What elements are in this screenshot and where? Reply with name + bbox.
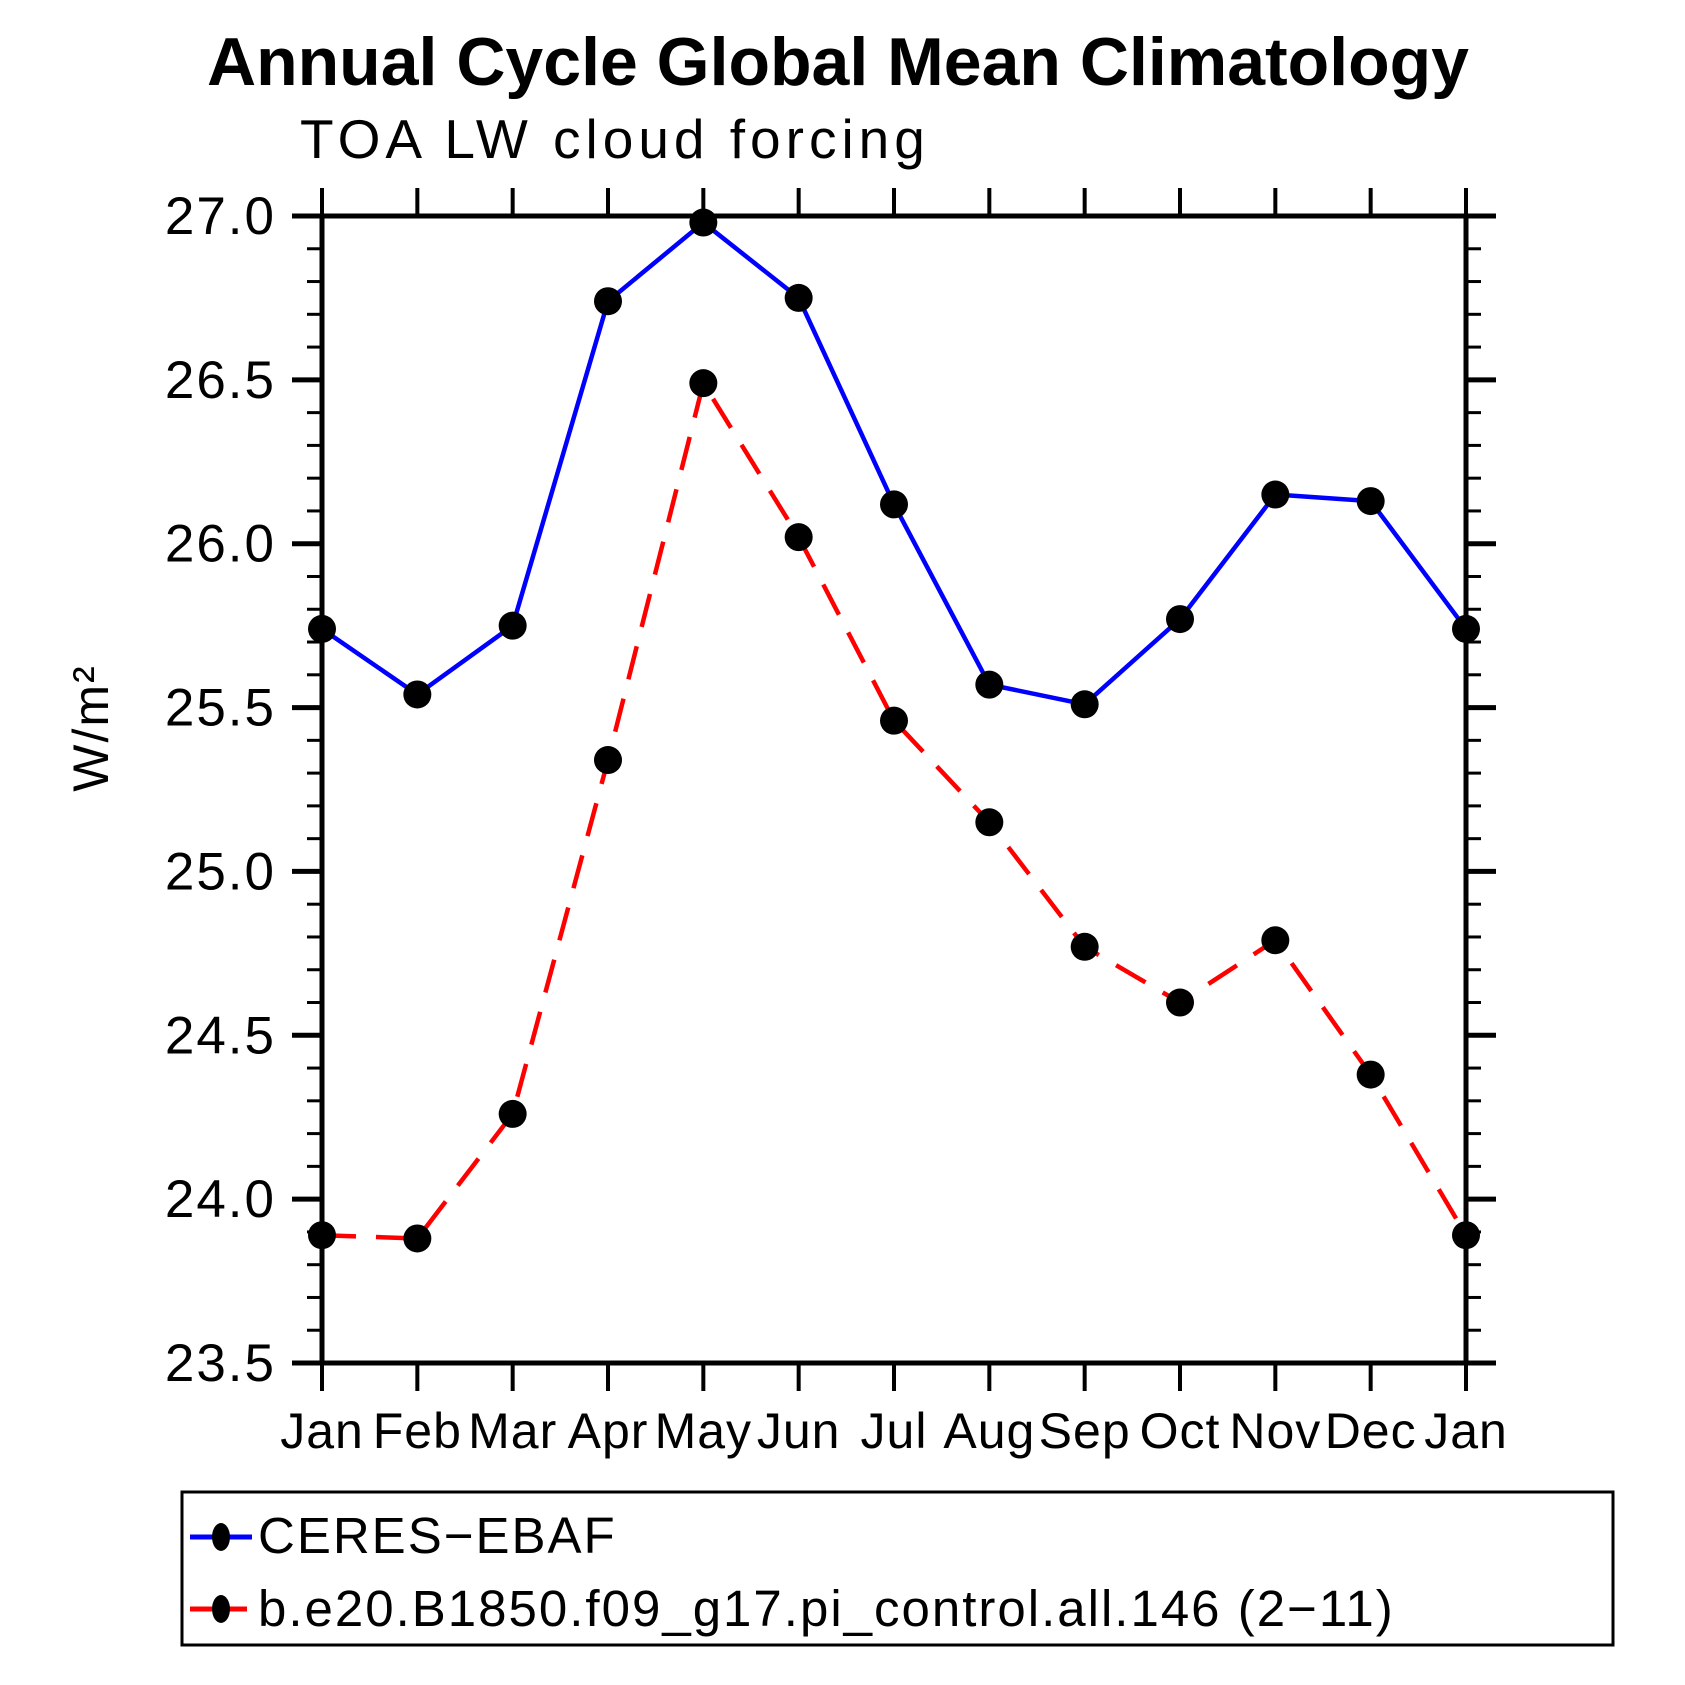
data-point-marker (689, 369, 718, 398)
data-point-marker (1070, 690, 1099, 719)
data-point-marker (1070, 932, 1099, 961)
x-tick-label: Jun (757, 1403, 841, 1459)
x-tick-label: Feb (373, 1403, 462, 1459)
data-point-marker (784, 523, 813, 552)
legend-label-ceres: CERES−EBAF (258, 1507, 617, 1564)
x-tick-label: Mar (468, 1403, 557, 1459)
data-point-marker (594, 746, 622, 775)
y-tick-label: 24.0 (165, 1170, 276, 1229)
x-tick-label: Apr (568, 1403, 649, 1459)
x-tick-label: Jan (280, 1403, 364, 1459)
y-tick-label: 27.0 (165, 187, 276, 246)
data-point-marker (1166, 988, 1194, 1017)
y-tick-label: 26.5 (165, 351, 276, 410)
data-point-marker (880, 706, 908, 735)
data-point-marker (975, 808, 1004, 837)
x-tick-label: May (655, 1403, 752, 1459)
chart-subtitle: TOA LW cloud forcing (300, 108, 930, 170)
data-point-marker (1166, 605, 1194, 634)
data-point-marker (1261, 480, 1290, 509)
legend-key-marker (212, 1523, 230, 1551)
chart-title: Annual Cycle Global Mean Climatology (207, 24, 1469, 100)
series-line-0 (320, 220, 1468, 707)
y-tick-label: 26.0 (165, 515, 276, 574)
x-tick-label: Dec (1325, 1403, 1417, 1459)
x-tick-label: Jul (861, 1403, 928, 1459)
legend-box (180, 1490, 1615, 1647)
y-axis-label: W/m² (63, 664, 119, 791)
data-point-marker (1356, 1060, 1385, 1089)
legend-key-marker (212, 1595, 230, 1623)
data-point-marker (403, 1224, 432, 1253)
data-point-marker (308, 1221, 336, 1250)
y-tick-label: 23.5 (165, 1334, 276, 1393)
x-tick-label: Sep (1039, 1403, 1131, 1459)
x-tick-label: Jan (1424, 1403, 1508, 1459)
legend-keys (190, 1523, 252, 1623)
data-point-marker (1452, 614, 1480, 643)
x-tick-label: Nov (1229, 1403, 1321, 1459)
data-point-marker (784, 283, 813, 312)
legend-label-model: b.e20.B1850.f09_g17.pi_control.all.146 (… (258, 1580, 1395, 1637)
x-tick-label: Aug (943, 1403, 1035, 1459)
data-point-marker (975, 670, 1004, 699)
data-point-marker (1356, 487, 1385, 516)
data-point-marker (498, 611, 527, 640)
data-point-marker (1261, 926, 1290, 955)
x-tick-label: Oct (1140, 1403, 1221, 1459)
data-point-marker (594, 287, 622, 316)
legend: CERES−EBAF b.e20.B1850.f09_g17.pi_contro… (180, 1490, 1615, 1647)
y-tick-label: 25.0 (165, 842, 276, 901)
data-point-marker (880, 490, 908, 519)
y-tick-label: 24.5 (165, 1006, 276, 1065)
data-point-marker (689, 208, 718, 237)
y-tick-label: 25.5 (165, 679, 276, 738)
data-point-marker (308, 614, 336, 643)
plot-frame (319, 213, 1469, 1366)
data-point-marker (1452, 1221, 1480, 1250)
data-point-marker (403, 680, 432, 709)
data-point-marker (498, 1099, 527, 1128)
